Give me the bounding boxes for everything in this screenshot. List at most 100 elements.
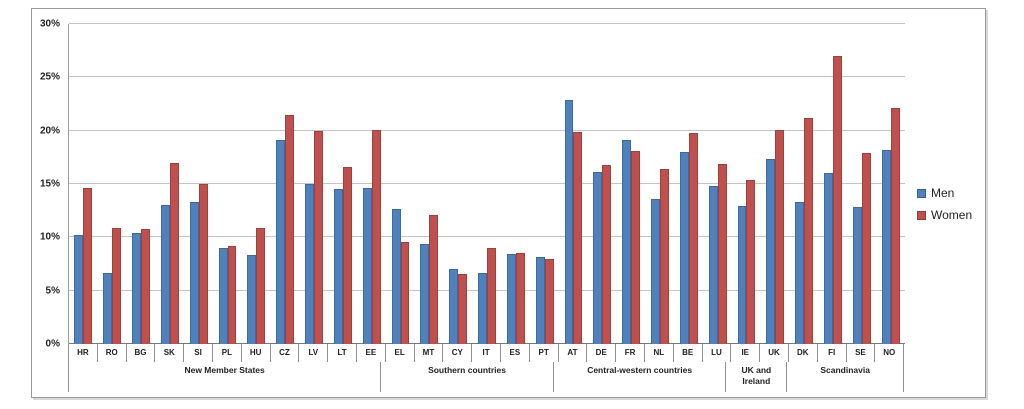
bar-men-HU: [247, 255, 257, 344]
x-axis-group-labels: New Member States Southern countries Centr…: [68, 362, 904, 392]
category-label-DK: DK: [789, 344, 818, 362]
bar-men-HR: [74, 235, 84, 344]
category-label-HR: HR: [68, 344, 98, 362]
bar-pair-AT: [559, 24, 588, 344]
y-tick-label-20: 20%: [39, 125, 60, 137]
bar-women-HU: [256, 227, 266, 344]
group-label-southern-countries: Southern countries: [381, 362, 554, 392]
bar-women-BE: [688, 132, 698, 344]
category-label-RO: RO: [98, 344, 127, 362]
bar-pair-ES: [501, 24, 530, 344]
bar-women-CY: [458, 273, 468, 344]
category-label-CZ: CZ: [271, 344, 300, 362]
bar-men-RO: [103, 272, 113, 344]
group-label-central-western-countries: Central-western countries: [554, 362, 727, 392]
bar-men-IE: [737, 206, 747, 344]
legend-key-icon: [917, 210, 926, 220]
bars-layer: [69, 24, 905, 344]
bar-men-PL: [218, 248, 228, 344]
bar-pair-EE: [357, 24, 386, 344]
y-tick-label-0: 0%: [45, 338, 60, 350]
gridline-15: [69, 183, 905, 184]
bar-men-NL: [651, 198, 660, 344]
bar-women-EE: [371, 129, 381, 344]
bar-pair-BE: [674, 24, 703, 344]
bar-pair-LV: [300, 24, 329, 344]
category-label-IT: IT: [472, 344, 501, 362]
bar-women-LU: [717, 163, 727, 344]
bar-pair-MT: [415, 24, 444, 344]
category-label-FI: FI: [818, 344, 847, 362]
bar-women-IE: [746, 179, 756, 344]
bar-women-BG: [141, 228, 150, 344]
category-label-EE: EE: [357, 344, 386, 362]
legend-label: Women: [931, 208, 973, 222]
bar-men-CY: [449, 269, 459, 344]
bar-men-EE: [362, 188, 372, 344]
bar-women-SI: [198, 184, 208, 344]
bar-women-LT: [342, 166, 352, 344]
bar-women-FR: [631, 150, 641, 344]
bar-men-LU: [708, 186, 718, 344]
bar-men-CZ: [276, 140, 286, 344]
bar-pair-FI: [819, 24, 848, 344]
category-label-SK: SK: [155, 344, 185, 362]
y-tick-label-30: 30%: [39, 18, 60, 30]
bar-women-FI: [832, 56, 842, 344]
bar-men-LT: [333, 189, 343, 344]
bar-women-EL: [400, 241, 410, 344]
gridline-25: [69, 76, 905, 78]
category-label-DE: DE: [587, 344, 617, 362]
bar-women-AT: [573, 131, 583, 344]
bar-women-UK: [775, 129, 785, 344]
bar-women-SE: [861, 153, 871, 344]
bar-men-SI: [189, 202, 199, 344]
bar-pair-EL: [386, 24, 415, 344]
bar-men-UK: [766, 159, 776, 344]
category-label-FR: FR: [616, 344, 645, 362]
bar-pair-SI: [184, 24, 213, 344]
bar-women-DK: [804, 117, 814, 344]
bar-men-LV: [305, 184, 315, 344]
bar-women-LV: [314, 130, 323, 344]
y-axis-labels: 0% 5% 10% 15% 20% 25% 30%: [0, 19, 63, 350]
gridline-30: [69, 23, 905, 24]
category-label-SE: SE: [847, 344, 876, 362]
category-label-UK: UK: [760, 344, 789, 362]
category-label-ES: ES: [501, 344, 530, 362]
bar-pair-RO: [98, 24, 127, 344]
bar-pair-LT: [328, 24, 357, 344]
bar-women-NO: [890, 108, 900, 344]
legend-label: Men: [931, 186, 955, 200]
bar-pair-NO: [876, 24, 905, 344]
y-tick-label-25: 25%: [39, 71, 60, 83]
bar-men-DE: [593, 172, 603, 344]
bar-pair-PL: [213, 24, 242, 344]
bar-women-RO: [112, 227, 122, 344]
category-label-PL: PL: [213, 344, 242, 362]
bar-men-NO: [881, 149, 891, 344]
bar-women-MT: [429, 214, 439, 344]
bar-pair-LU: [703, 24, 732, 344]
category-label-EL: EL: [386, 344, 415, 362]
plot-area: [68, 23, 905, 344]
bar-pair-CY: [444, 24, 473, 344]
bar-pair-DK: [790, 24, 819, 344]
bar-men-AT: [564, 99, 574, 344]
group-label-new-member-states: New Member States: [68, 362, 382, 392]
bar-men-ES: [506, 254, 516, 344]
bar-pair-BG: [127, 24, 156, 344]
group-label-scandinavia: Scandinavia: [787, 362, 904, 392]
category-label-BE: BE: [674, 344, 703, 362]
group-label-uk-and-ireland: UK and Ireland: [726, 362, 788, 392]
bar-men-EL: [391, 208, 401, 344]
legend-key-icon: [917, 188, 926, 198]
bar-women-DE: [602, 164, 612, 344]
bar-men-BE: [679, 152, 689, 344]
category-label-LT: LT: [328, 344, 357, 362]
bar-women-CZ: [285, 114, 295, 344]
legend: Men Women: [917, 186, 972, 222]
bar-pair-PT: [530, 24, 559, 344]
bar-men-FR: [622, 140, 632, 344]
category-label-LV: LV: [299, 344, 329, 362]
